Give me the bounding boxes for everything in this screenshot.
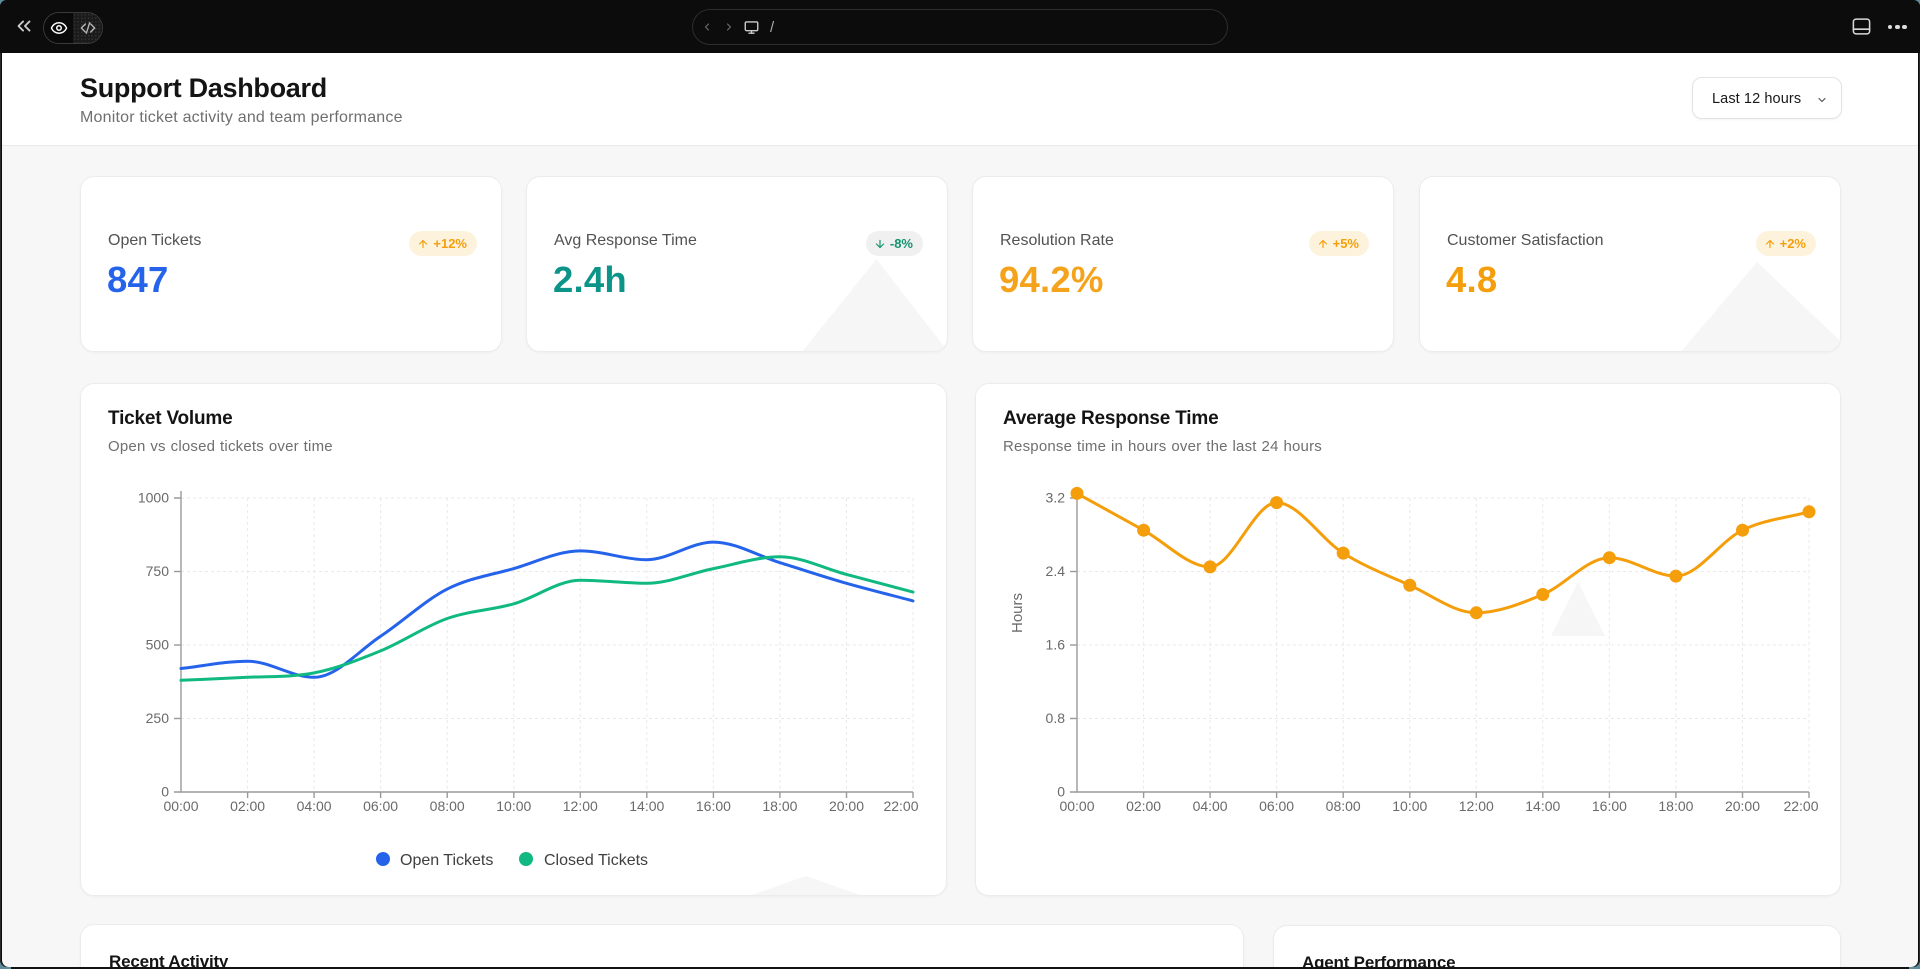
svg-text:3.2: 3.2 <box>1046 490 1066 506</box>
svg-text:12:00: 12:00 <box>1459 798 1494 814</box>
svg-text:0: 0 <box>161 784 169 800</box>
svg-text:22:00: 22:00 <box>1783 798 1818 814</box>
svg-text:08:00: 08:00 <box>430 798 465 814</box>
svg-text:06:00: 06:00 <box>363 798 398 814</box>
svg-text:18:00: 18:00 <box>762 798 797 814</box>
svg-text:16:00: 16:00 <box>696 798 731 814</box>
svg-text:1.6: 1.6 <box>1046 637 1066 653</box>
svg-text:14:00: 14:00 <box>629 798 664 814</box>
svg-text:10:00: 10:00 <box>1392 798 1427 814</box>
svg-text:20:00: 20:00 <box>829 798 864 814</box>
svg-text:22:00: 22:00 <box>883 798 918 814</box>
svg-text:06:00: 06:00 <box>1259 798 1294 814</box>
svg-text:16:00: 16:00 <box>1592 798 1627 814</box>
svg-text:Closed Tickets: Closed Tickets <box>544 852 648 869</box>
svg-text:12:00: 12:00 <box>563 798 598 814</box>
svg-text:2.4: 2.4 <box>1046 563 1066 579</box>
svg-text:00:00: 00:00 <box>1059 798 1094 814</box>
svg-text:10:00: 10:00 <box>496 798 531 814</box>
svg-text:08:00: 08:00 <box>1326 798 1361 814</box>
svg-text:Open Tickets: Open Tickets <box>400 852 493 869</box>
svg-text:0: 0 <box>1057 784 1065 800</box>
svg-text:750: 750 <box>146 563 170 579</box>
svg-text:00:00: 00:00 <box>163 798 198 814</box>
svg-text:04:00: 04:00 <box>297 798 332 814</box>
svg-text:14:00: 14:00 <box>1525 798 1560 814</box>
svg-text:04:00: 04:00 <box>1193 798 1228 814</box>
svg-text:500: 500 <box>146 637 170 653</box>
svg-text:02:00: 02:00 <box>1126 798 1161 814</box>
svg-text:20:00: 20:00 <box>1725 798 1760 814</box>
svg-text:250: 250 <box>146 710 170 726</box>
svg-text:02:00: 02:00 <box>230 798 265 814</box>
svg-text:18:00: 18:00 <box>1658 798 1693 814</box>
svg-text:0.8: 0.8 <box>1046 710 1066 726</box>
svg-text:Hours: Hours <box>1009 593 1026 633</box>
svg-text:1000: 1000 <box>138 490 169 506</box>
